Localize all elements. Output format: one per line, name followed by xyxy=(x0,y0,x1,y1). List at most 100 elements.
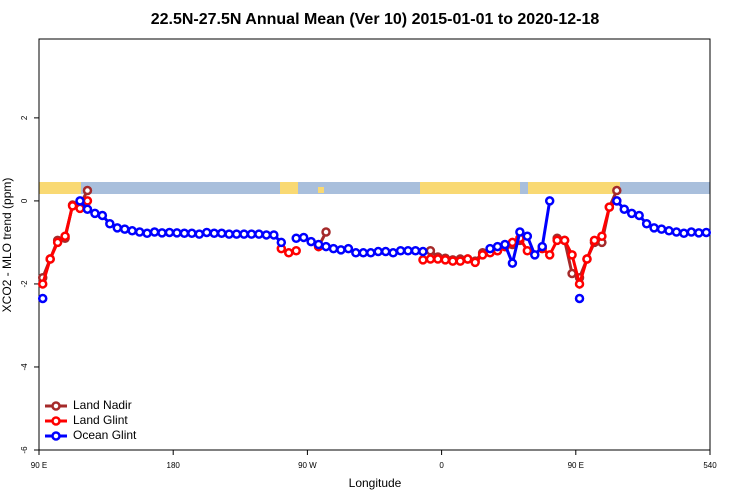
point xyxy=(567,250,577,260)
point xyxy=(380,246,391,257)
y-axis-label: XCO2 - MLO trend (ppm) xyxy=(0,178,14,313)
point xyxy=(507,258,518,268)
point xyxy=(134,227,145,237)
point xyxy=(597,231,607,241)
point xyxy=(649,223,659,233)
point xyxy=(97,210,108,221)
point xyxy=(537,241,547,252)
point xyxy=(500,239,510,250)
point xyxy=(216,228,227,239)
legend-label: Land Nadir xyxy=(73,398,132,412)
point xyxy=(142,228,152,239)
point xyxy=(410,245,421,256)
point xyxy=(179,228,190,239)
point xyxy=(589,235,600,246)
point xyxy=(358,248,369,258)
point xyxy=(82,196,93,206)
x-axis-label: Longitude xyxy=(349,476,402,490)
point xyxy=(164,227,175,238)
point xyxy=(187,228,197,239)
point xyxy=(388,248,398,258)
point xyxy=(604,202,615,212)
point xyxy=(686,227,697,237)
point xyxy=(82,185,93,196)
point xyxy=(239,229,249,239)
y-tick-label: -2 xyxy=(20,280,29,288)
point xyxy=(470,257,480,268)
x-tick-label: 90 W xyxy=(298,461,317,470)
point xyxy=(679,228,689,239)
point xyxy=(403,245,413,256)
point xyxy=(291,245,301,256)
point xyxy=(52,237,63,248)
map-strip xyxy=(39,182,710,194)
point xyxy=(336,245,346,255)
point xyxy=(492,241,503,252)
x-tick-label: 90 E xyxy=(568,461,584,470)
y-tick-label: -4 xyxy=(20,363,29,371)
point xyxy=(425,245,436,256)
point xyxy=(612,196,622,206)
point xyxy=(626,208,637,219)
point xyxy=(90,208,100,219)
point xyxy=(544,196,555,206)
legend-marker xyxy=(51,401,61,411)
point xyxy=(701,227,712,238)
point xyxy=(559,235,570,246)
point xyxy=(321,241,331,252)
point xyxy=(485,243,495,254)
point xyxy=(544,250,555,260)
point xyxy=(313,239,324,250)
point xyxy=(82,204,93,214)
legend-marker xyxy=(51,416,61,426)
point xyxy=(209,228,219,239)
point xyxy=(37,293,48,304)
point xyxy=(112,223,123,233)
point xyxy=(172,228,182,238)
chart-title: 22.5N-27.5N Annual Mean (Ver 10) 2015-01… xyxy=(151,11,600,28)
point xyxy=(455,256,465,266)
point xyxy=(522,245,533,256)
point xyxy=(507,237,518,248)
point xyxy=(619,204,630,214)
y-tick-label: 2 xyxy=(20,115,29,120)
point xyxy=(60,231,70,241)
point xyxy=(664,226,674,236)
point xyxy=(231,229,242,239)
point xyxy=(366,248,376,258)
point xyxy=(105,218,115,229)
point xyxy=(254,229,264,239)
x-tick-label: 540 xyxy=(703,461,717,470)
point xyxy=(530,250,540,260)
point xyxy=(462,254,473,264)
point xyxy=(127,226,137,236)
point xyxy=(75,196,85,206)
point xyxy=(612,185,622,196)
point xyxy=(522,231,533,241)
point xyxy=(321,227,331,237)
y-tick-label: -6 xyxy=(20,446,29,454)
point xyxy=(582,254,592,264)
point xyxy=(284,248,294,258)
point xyxy=(567,268,577,279)
legend-marker xyxy=(51,431,61,441)
point xyxy=(552,235,562,246)
point xyxy=(574,293,585,304)
point xyxy=(269,230,279,240)
point xyxy=(418,255,428,265)
point xyxy=(328,243,339,254)
point xyxy=(75,203,85,214)
point xyxy=(641,218,652,229)
point xyxy=(440,255,451,265)
point xyxy=(477,250,488,260)
point xyxy=(634,210,644,221)
point xyxy=(246,229,257,239)
x-tick-label: 90 E xyxy=(31,461,47,470)
point xyxy=(67,201,78,211)
point xyxy=(448,256,458,266)
point xyxy=(37,279,48,289)
point xyxy=(351,248,361,258)
point xyxy=(261,230,272,240)
point xyxy=(157,228,167,238)
point xyxy=(395,245,406,256)
